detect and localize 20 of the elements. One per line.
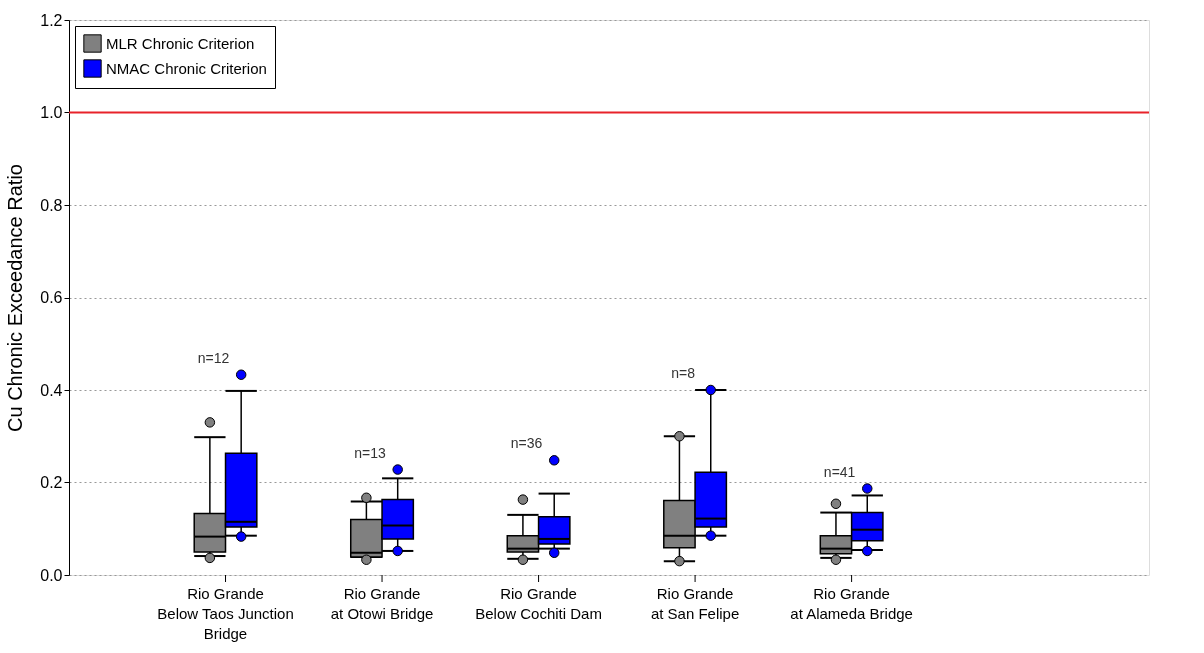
x-tick-label: Rio Grande at San Felipe <box>650 585 740 622</box>
annotation: n=12 <box>197 349 230 366</box>
annotation: n=8 <box>671 365 696 381</box>
annotation: n=13 <box>354 444 387 461</box>
legend-label: NMAC Chronic Criterion <box>106 59 267 77</box>
y-tick-label: 1.2 <box>40 11 63 29</box>
y-tick-label: 0.0 <box>40 566 63 584</box>
y-tick-label: 0.2 <box>40 474 63 491</box>
y-axis-title: Cu Chronic Exceedance Ratio <box>4 164 27 432</box>
y-tick-label: 0.8 <box>40 196 63 214</box>
annotation: n=41 <box>823 463 856 480</box>
x-tick-label: Rio Grande at Alameda Bridge <box>790 585 913 622</box>
y-tick-label: 1.0 <box>40 104 63 121</box>
y-tick-label: 0.4 <box>40 381 63 399</box>
legend-label: MLR Chronic Criterion <box>106 34 255 52</box>
y-tick-label: 0.6 <box>40 289 63 306</box>
annotation: n=36 <box>510 435 543 452</box>
x-tick-label: Rio Grande at Otowi Bridge <box>330 585 434 622</box>
x-tick-label: Rio Grande Below Taos Junction Bridge <box>157 585 294 642</box>
x-tick-label: Rio Grande Below Cochiti Dam <box>475 585 602 622</box>
